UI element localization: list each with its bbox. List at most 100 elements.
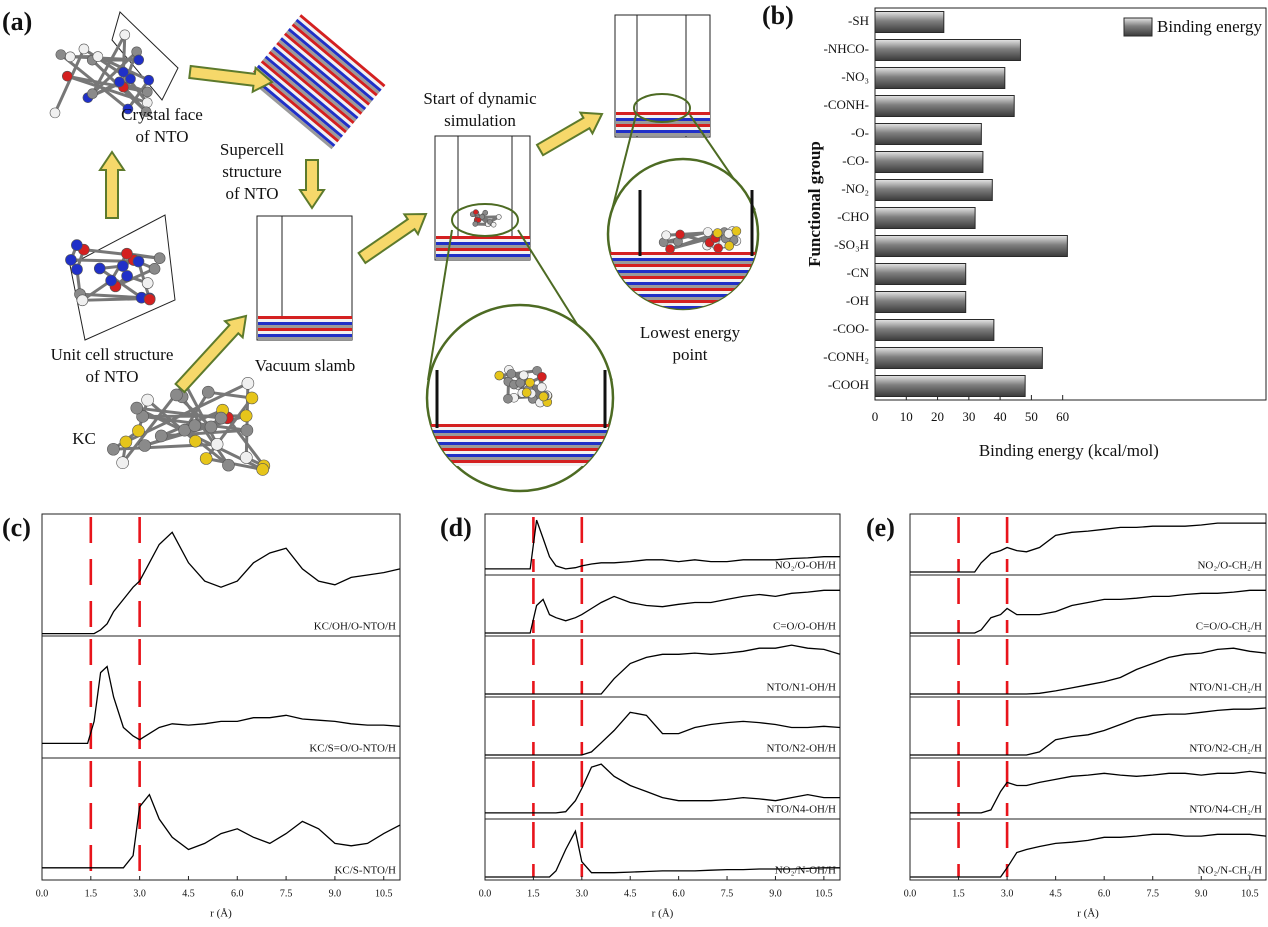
y-tick-label: -O- <box>851 125 869 140</box>
subplot-label: NTO/N2-CH₂/H <box>1189 743 1262 755</box>
atom <box>139 439 151 451</box>
slab-layer <box>616 127 710 130</box>
x-tick-label: 1.5 <box>85 888 98 899</box>
schematic-label: Lowest energy <box>640 323 741 342</box>
slab-layer <box>600 288 770 291</box>
atom <box>142 87 152 97</box>
atom <box>114 77 124 87</box>
y-tick-label: -CO- <box>842 153 869 168</box>
schematic-graphics <box>50 12 770 491</box>
subplot-frame <box>42 758 400 880</box>
schematic-label: KC <box>72 429 96 448</box>
slab-layer <box>600 258 770 261</box>
slab-layer <box>436 251 530 254</box>
atom <box>537 372 546 381</box>
atom <box>211 438 223 450</box>
subplot-label: KC/S=O/O-NTO/H <box>309 743 396 755</box>
slab-layer <box>616 118 710 121</box>
bar <box>875 96 1014 117</box>
x-tick-label: 4.5 <box>624 888 637 899</box>
atom <box>200 452 212 464</box>
slab-layer <box>420 451 620 454</box>
atom <box>118 67 128 77</box>
x-axis-label: r (Å) <box>210 908 232 920</box>
atom <box>134 55 144 65</box>
atom <box>117 457 129 469</box>
atom <box>142 394 154 406</box>
slab-layer <box>436 257 530 260</box>
slab-layer <box>616 112 710 115</box>
bar <box>875 152 983 173</box>
slab-layer <box>600 267 770 270</box>
atom <box>142 278 153 289</box>
atom <box>476 218 481 223</box>
atom <box>149 263 160 274</box>
x-tick-label: 20 <box>931 409 944 424</box>
slab-layer <box>258 325 352 328</box>
bar <box>875 12 944 33</box>
atom <box>189 435 201 447</box>
atom <box>242 377 254 389</box>
schematic-label: simulation <box>444 111 516 130</box>
x-tick-label: 4.5 <box>1049 888 1062 899</box>
atom <box>117 261 128 272</box>
slab-layer <box>600 300 770 303</box>
atom <box>519 371 528 380</box>
subplot-label: KC/OH/O-NTO/H <box>314 621 396 633</box>
slab-layer <box>600 279 770 282</box>
rdf-curve <box>42 667 400 744</box>
atom <box>170 389 182 401</box>
subplot-label: C=O/O-OH/H <box>773 621 836 633</box>
atom <box>666 244 675 253</box>
rdf-curve <box>42 795 400 868</box>
y-tick-label: -CONH- <box>824 97 870 112</box>
atom <box>144 294 155 305</box>
slab-layer <box>436 248 530 251</box>
x-tick-label: 6.0 <box>672 888 685 899</box>
slab <box>600 252 770 312</box>
y-tick-label: -COOH <box>828 377 869 392</box>
slab <box>258 316 352 340</box>
arrow <box>359 214 426 263</box>
atom <box>473 210 478 215</box>
atom <box>241 424 253 436</box>
schematic-label: Vacuum slamb <box>255 356 356 375</box>
atom <box>522 388 531 397</box>
x-axis-label: r (Å) <box>652 908 674 920</box>
slab-layer <box>420 445 620 448</box>
subplot-label: NO₂/O-OH/H <box>775 560 836 572</box>
arrow <box>176 316 246 392</box>
plot-frame <box>875 8 1266 400</box>
subplot-label: NTO/N2-OH/H <box>767 743 837 755</box>
slab-layer <box>420 427 620 430</box>
atom <box>732 227 741 236</box>
x-tick-label: 6.0 <box>1098 888 1111 899</box>
legend-label: Binding energy <box>1157 17 1262 36</box>
atom <box>56 50 66 60</box>
schematic-label: of NTO <box>135 127 188 146</box>
schematic-label: Crystal face <box>121 105 203 124</box>
bar <box>875 348 1042 369</box>
slab-layer <box>258 331 352 334</box>
molecule <box>65 240 165 306</box>
y-tick-label: -SH <box>848 13 869 28</box>
x-tick-label: 3.0 <box>576 888 589 899</box>
atom <box>525 378 534 387</box>
x-tick-label: 9.0 <box>769 888 782 899</box>
bar <box>875 236 1067 257</box>
atom <box>703 228 712 237</box>
bar <box>875 292 966 313</box>
slab-layer <box>258 322 352 325</box>
subplot-label: NTO/N1-CH₂/H <box>1189 682 1262 694</box>
atom <box>725 241 734 250</box>
x-tick-label: 0.0 <box>904 888 917 899</box>
subplot-label: C=O/O-CH₂/H <box>1196 621 1262 633</box>
slab-layer <box>420 439 620 442</box>
atom <box>496 214 501 219</box>
slab-layer <box>258 334 352 337</box>
atom <box>222 459 234 471</box>
subplot-label: NTO/N1-OH/H <box>767 682 837 694</box>
bar <box>875 264 966 285</box>
